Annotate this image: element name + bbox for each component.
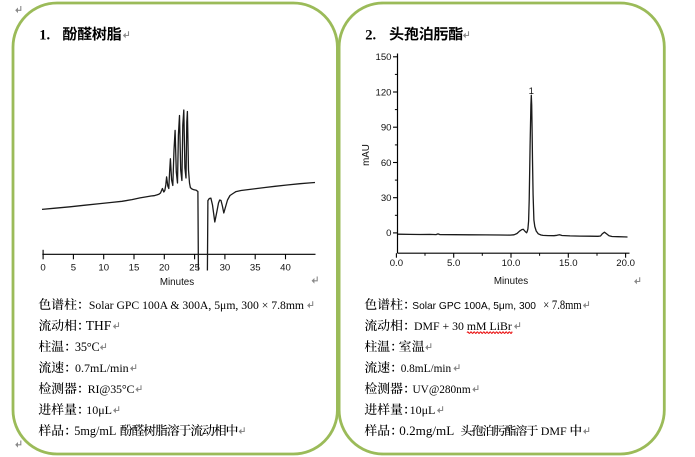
svg-text:40: 40 (280, 263, 291, 274)
svg-text:35°C: 35°C (75, 340, 100, 354)
svg-text:Solar GPC 100A, 5μm, 300: Solar GPC 100A, 5μm, 300 (412, 301, 536, 312)
svg-text:20.0: 20.0 (616, 258, 635, 269)
svg-text:DMF: DMF (541, 424, 567, 438)
svg-text:30: 30 (220, 263, 231, 274)
svg-text:THF: THF (86, 318, 112, 333)
svg-text:10.0: 10.0 (502, 258, 521, 269)
svg-text:15.0: 15.0 (559, 258, 578, 269)
svg-text:Minutes: Minutes (494, 276, 528, 287)
svg-text:RI@35°C: RI@35°C (88, 382, 135, 396)
svg-text:0: 0 (40, 263, 45, 274)
svg-text:5.0: 5.0 (447, 258, 460, 269)
svg-text:150: 150 (375, 52, 391, 63)
svg-text:0.2mg/mL: 0.2mg/mL (399, 423, 454, 438)
svg-text:1: 1 (529, 86, 534, 97)
svg-text:Solar GPC 100A & 300A, 5μm, 30: Solar GPC 100A & 300A, 5μm, 300 × 7.8mm (89, 299, 304, 312)
svg-text:0.0: 0.0 (390, 258, 403, 269)
svg-text:10μL: 10μL (410, 403, 436, 417)
svg-text:120: 120 (375, 87, 391, 98)
svg-text:× 7.8mm: × 7.8mm (543, 298, 581, 312)
svg-text:10μL: 10μL (86, 403, 112, 417)
svg-text:0.7mL/min: 0.7mL/min (75, 361, 129, 375)
svg-text:90: 90 (381, 123, 392, 134)
svg-text:mAU: mAU (361, 144, 372, 166)
svg-text:35: 35 (250, 263, 261, 274)
svg-text:0: 0 (386, 228, 391, 239)
svg-text:UV@280nm: UV@280nm (413, 384, 471, 396)
svg-text:20: 20 (159, 263, 170, 274)
svg-text:5mg/mL: 5mg/mL (74, 424, 116, 438)
svg-text:15: 15 (129, 263, 140, 274)
svg-text:2.: 2. (365, 28, 376, 44)
svg-text:5: 5 (71, 263, 76, 274)
svg-text:Minutes: Minutes (160, 277, 194, 288)
svg-text:60: 60 (381, 158, 392, 169)
svg-text:25: 25 (189, 263, 200, 274)
svg-text:0.8mL/min: 0.8mL/min (401, 363, 452, 375)
svg-text:DMF + 30 mM LiBr: DMF + 30 mM LiBr (414, 319, 512, 333)
svg-text:1.: 1. (39, 28, 50, 44)
svg-text:30: 30 (381, 193, 392, 204)
svg-text:10: 10 (98, 263, 109, 274)
